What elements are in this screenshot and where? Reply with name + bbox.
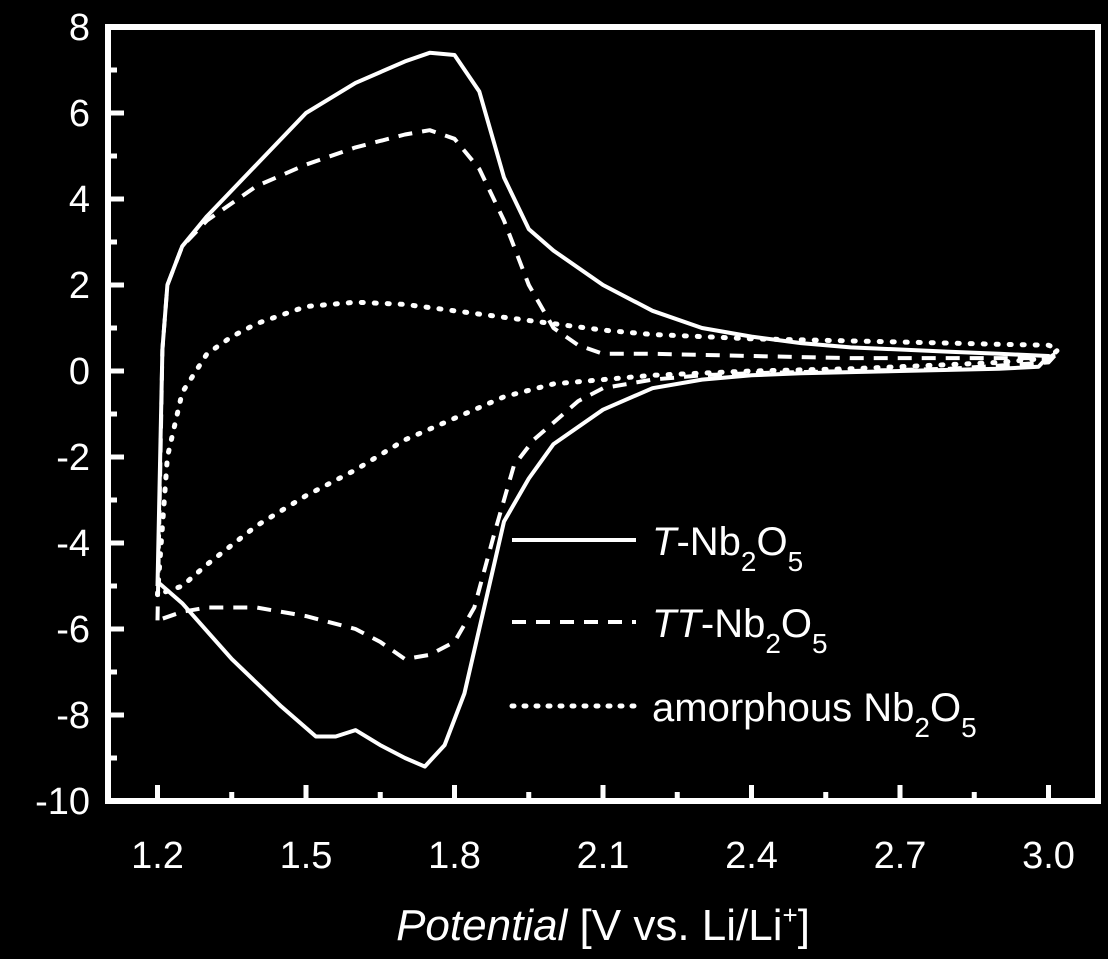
y-tick-label: 2 — [69, 265, 90, 307]
x-tick-label: 3.0 — [1022, 835, 1075, 877]
y-tick-label: -10 — [35, 781, 90, 823]
series-layer — [155, 50, 1061, 769]
series-line-dotted — [155, 299, 1061, 598]
x-axis-title: Potential [V vs. Li/Li+] — [396, 900, 810, 950]
y-tick-label: 8 — [69, 7, 90, 49]
x-tick-label: 1.8 — [428, 835, 481, 877]
x-tick-label: 1.2 — [131, 835, 184, 877]
y-tick-label: 0 — [69, 351, 90, 393]
x-axis-title-superscript: + — [783, 900, 798, 930]
x-tick-label: 1.5 — [280, 835, 333, 877]
x-axis-title-main: [V vs. Li/Li — [567, 901, 782, 950]
legend-label-t-nb2o5: T-Nb2O5 — [652, 520, 803, 577]
tick-labels-layer: 1.2 1.5 1.8 2.1 2.4 2.7 3.0 8 6 4 2 0 -2 -4 -6 -8 -10 — [35, 7, 1075, 877]
y-tick-label: -8 — [56, 695, 90, 737]
x-axis-title-end: ] — [798, 901, 810, 950]
y-tick-label: 4 — [69, 179, 90, 221]
x-tick-label: 2.1 — [577, 835, 630, 877]
y-tick-label: -2 — [56, 437, 90, 479]
ticks-layer — [108, 24, 1051, 804]
x-tick-label: 2.7 — [874, 835, 927, 877]
y-tick-label: 6 — [69, 93, 90, 135]
legend-label-amorphous-nb2o5: amorphous Nb2O5 — [652, 686, 977, 743]
legend-label-tt-nb2o5: TT-Nb2O5 — [652, 602, 828, 659]
legend: T-Nb2O5 TT-Nb2O5 amorphous Nb2O5 — [509, 520, 977, 743]
x-tick-label: 2.4 — [725, 835, 778, 877]
x-axis-title-italic: Potential — [396, 901, 568, 950]
y-tick-label: -6 — [56, 609, 90, 651]
y-tick-label: -4 — [56, 523, 90, 565]
series-line-dashed — [155, 128, 1061, 662]
